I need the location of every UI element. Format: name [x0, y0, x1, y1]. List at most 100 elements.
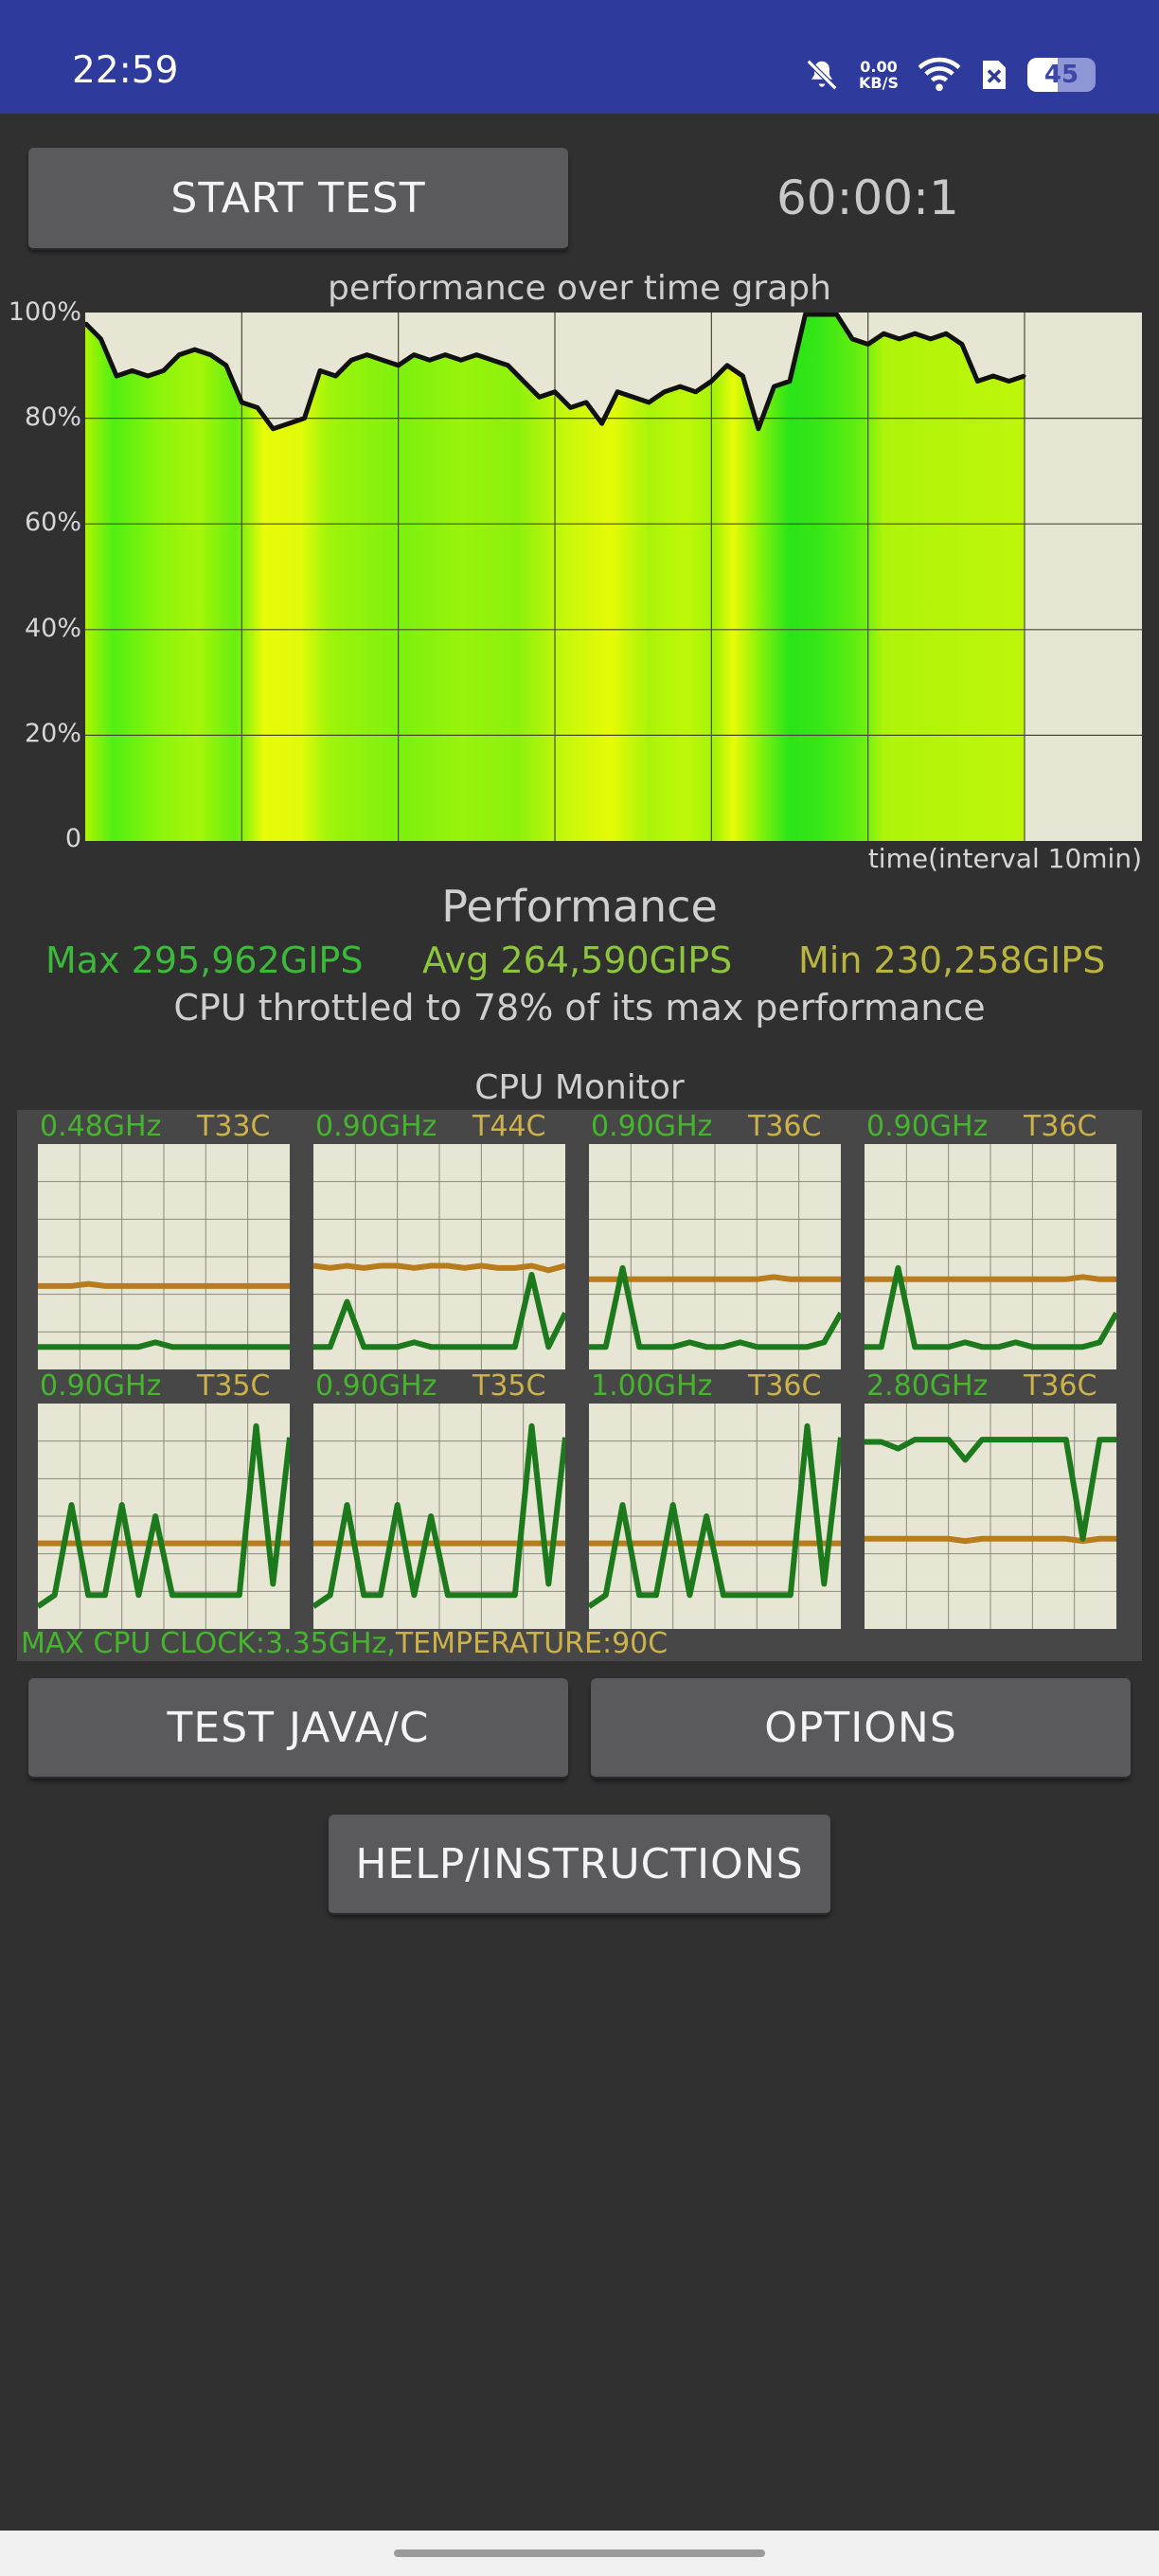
- performance-point: [522, 380, 526, 383]
- options-button[interactable]: OPTIONS: [591, 1678, 1131, 1779]
- performance-point: [960, 343, 964, 346]
- performance-point: [397, 364, 401, 367]
- performance-point: [709, 380, 713, 383]
- sim-blocked-icon: [980, 58, 1008, 92]
- performance-point: [975, 380, 979, 383]
- status-bar: 22:59 0.00 KB/S 45: [0, 0, 1159, 114]
- performance-point: [725, 364, 729, 367]
- performance-point: [991, 374, 995, 378]
- core-frequency-label: 0.90GHz: [315, 1369, 437, 1403]
- performance-point: [115, 374, 118, 378]
- performance-point: [553, 390, 557, 394]
- performance-point: [381, 358, 384, 362]
- home-indicator[interactable]: [394, 2549, 765, 2557]
- core-temperature-label: T35C: [473, 1369, 546, 1403]
- performance-point: [866, 343, 870, 346]
- performance-point: [615, 390, 619, 394]
- core-temperature-label: T35C: [197, 1369, 271, 1403]
- performance-point: [459, 358, 463, 362]
- performance-point: [850, 337, 854, 341]
- status-time: 22:59: [72, 49, 179, 92]
- battery-fill: [1027, 58, 1059, 92]
- core-frequency-label: 0.48GHz: [40, 1110, 162, 1143]
- core-temperature-label: T44C: [473, 1110, 546, 1143]
- core-frequency-line: [865, 1264, 1119, 1351]
- core-graph-svg: [587, 1404, 844, 1629]
- performance-point: [819, 313, 823, 316]
- performance-point: [1007, 380, 1010, 383]
- core-graph-svg: [36, 1404, 293, 1629]
- core-temperature-line: [865, 1274, 1116, 1282]
- core-temperature-label: T36C: [1024, 1369, 1097, 1403]
- y-tick-label: 20%: [24, 719, 81, 748]
- performance-point: [443, 353, 447, 357]
- performance-point: [584, 401, 588, 404]
- performance-line: [83, 312, 1026, 432]
- wifi-icon: [918, 57, 961, 93]
- core-temperature-line: [589, 1274, 841, 1282]
- core-frequency-label: 1.00GHz: [591, 1369, 713, 1403]
- performance-point: [349, 358, 353, 362]
- performance-point: [804, 313, 807, 316]
- performance-point: [663, 390, 667, 394]
- start-test-button[interactable]: START TEST: [28, 148, 568, 250]
- performance-graph: [83, 312, 1142, 841]
- avg-performance: Avg 264,590GIPS: [422, 939, 733, 981]
- performance-point: [647, 401, 651, 404]
- performance-point: [256, 405, 259, 409]
- performance-point: [632, 395, 635, 399]
- performance-point: [882, 331, 885, 335]
- core-graph: [589, 1144, 844, 1369]
- performance-point: [1023, 374, 1026, 378]
- performance-point: [740, 374, 744, 378]
- cpu-monitor-panel: MAX CPU CLOCK:3.35GHz,TEMPERATURE:90C 0.…: [17, 1110, 1142, 1661]
- core-graph-svg: [312, 1144, 568, 1369]
- performance-point: [131, 368, 134, 372]
- max-performance: Max 295,962GIPS: [45, 939, 364, 981]
- performance-point: [490, 358, 494, 362]
- y-tick-label: 40%: [24, 614, 81, 643]
- performance-point: [694, 390, 698, 394]
- core-frequency-label: 2.80GHz: [866, 1369, 989, 1403]
- performance-point: [412, 353, 416, 357]
- battery-level: 45: [1043, 61, 1079, 89]
- core-frequency-line: [36, 1422, 293, 1609]
- performance-point: [538, 395, 541, 399]
- core-graph: [312, 1404, 568, 1629]
- performance-point: [83, 321, 87, 325]
- help-instructions-button[interactable]: HELP/INSTRUCTIONS: [329, 1815, 830, 1915]
- core-graph: [587, 1404, 844, 1629]
- performance-point: [287, 421, 291, 425]
- performance-point: [788, 380, 792, 383]
- performance-point: [177, 353, 181, 357]
- test-timer: 60:00:1: [776, 170, 959, 225]
- y-tick-label: 0: [64, 824, 81, 853]
- performance-point: [366, 353, 369, 357]
- core-temperature-line: [38, 1280, 290, 1289]
- core-graph-svg: [589, 1144, 844, 1369]
- performance-point: [600, 421, 604, 425]
- core-temperature-label: T36C: [1024, 1110, 1097, 1143]
- core-temperature-label: T36C: [748, 1110, 822, 1143]
- status-icons: 0.00 KB/S 45: [804, 49, 1096, 100]
- core-graph-svg: [38, 1144, 290, 1369]
- performance-point: [428, 358, 432, 362]
- performance-point: [146, 374, 150, 378]
- performance-point: [208, 353, 212, 357]
- performance-point: [162, 368, 166, 372]
- core-frequency-line: [865, 1437, 1116, 1542]
- performance-point: [303, 417, 306, 420]
- core-frequency-label: 0.90GHz: [40, 1369, 162, 1403]
- performance-point: [334, 374, 337, 378]
- performance-point: [240, 401, 243, 404]
- test-java-c-button[interactable]: TEST JAVA/C: [28, 1678, 568, 1779]
- performance-graph-svg: [83, 312, 1142, 841]
- core-graph: [865, 1144, 1119, 1369]
- performance-point: [271, 427, 275, 431]
- net-speed-unit: KB/S: [859, 74, 899, 92]
- core-frequency-line: [38, 1339, 290, 1351]
- performance-point: [224, 364, 228, 367]
- max-temperature: TEMPERATURE:90C: [395, 1627, 669, 1660]
- y-tick-label: 60%: [24, 508, 81, 537]
- performance-point: [757, 427, 760, 431]
